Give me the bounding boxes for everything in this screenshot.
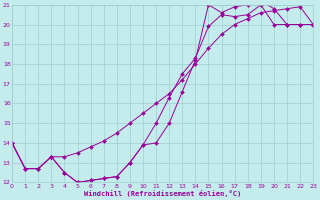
X-axis label: Windchill (Refroidissement éolien,°C): Windchill (Refroidissement éolien,°C) bbox=[84, 190, 241, 197]
